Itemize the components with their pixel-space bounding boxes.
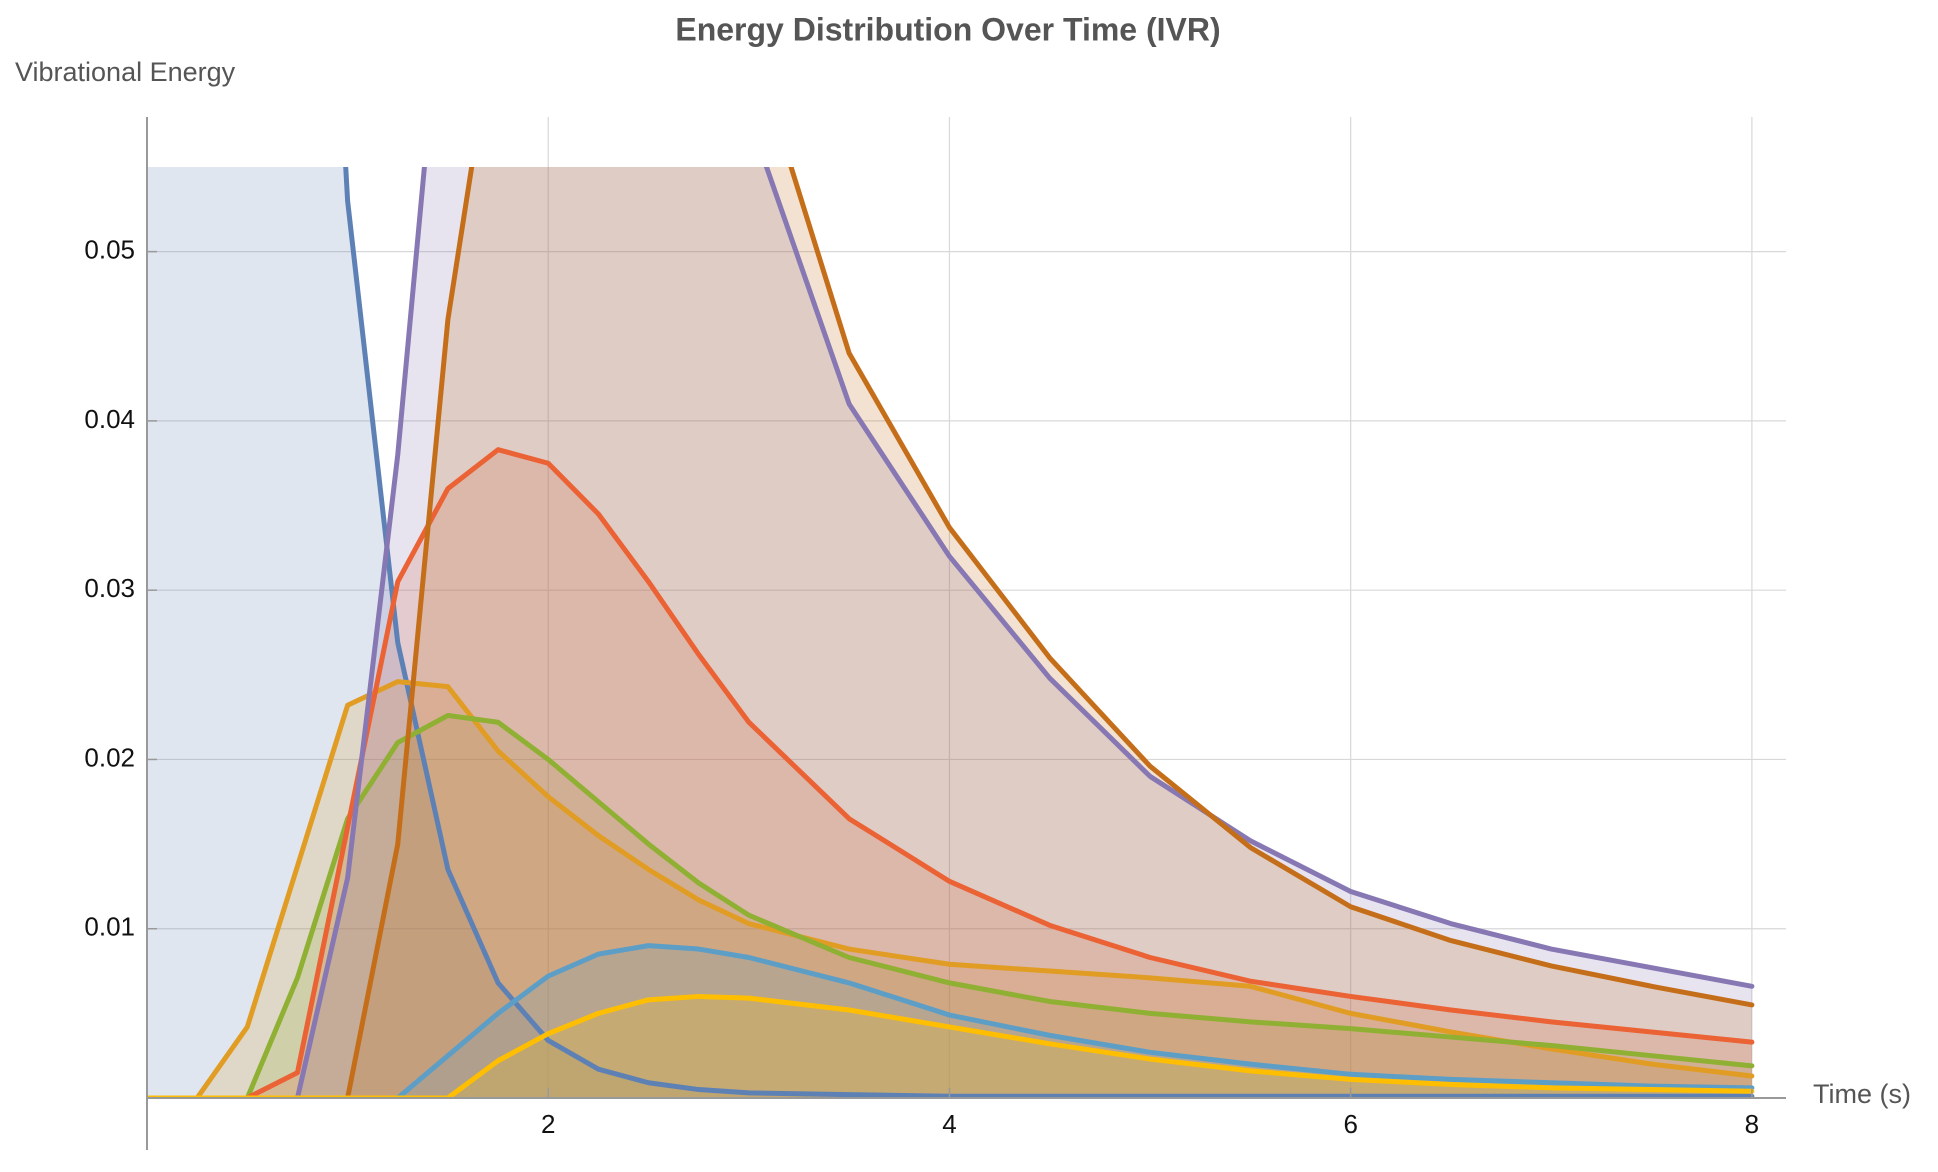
series-line [343, 167, 1755, 1098]
y-tick-label: 0.05 [84, 235, 135, 265]
chart-title: Energy Distribution Over Time (IVR) [675, 11, 1220, 47]
x-tick-label: 6 [1343, 1109, 1357, 1139]
y-tick-label: 0.03 [84, 573, 135, 603]
axes: 0.01 0.02 0.03 0.04 0.05 2 4 6 8 [84, 117, 1786, 1150]
series-line [147, 447, 1755, 1098]
area-fill [147, 167, 1752, 1098]
series-line [147, 712, 1755, 1098]
y-axis-label: Vibrational Energy [15, 57, 236, 87]
x-tick-label: 2 [541, 1109, 555, 1139]
area-fill [147, 996, 1752, 1098]
x-tick-label: 8 [1745, 1109, 1759, 1139]
series-line [147, 993, 1755, 1098]
plot-area [147, 167, 1755, 1098]
series-line [147, 679, 1755, 1098]
series-line [147, 167, 1755, 1098]
y-tick-label: 0.04 [84, 404, 135, 434]
area-fill [147, 715, 1752, 1098]
y-tick-label: 0.02 [84, 742, 135, 772]
area-fill [147, 449, 1752, 1098]
y-tick-label: 0.01 [84, 912, 135, 942]
x-tick-label: 4 [942, 1109, 956, 1139]
area-fill [147, 167, 1752, 1098]
x-axis-label: Time (s) [1813, 1079, 1911, 1109]
area-fill [147, 945, 1752, 1098]
area-fill [147, 167, 1752, 1098]
series-line [147, 167, 1755, 1098]
series-line [147, 943, 1755, 1098]
area-fill [147, 681, 1752, 1098]
